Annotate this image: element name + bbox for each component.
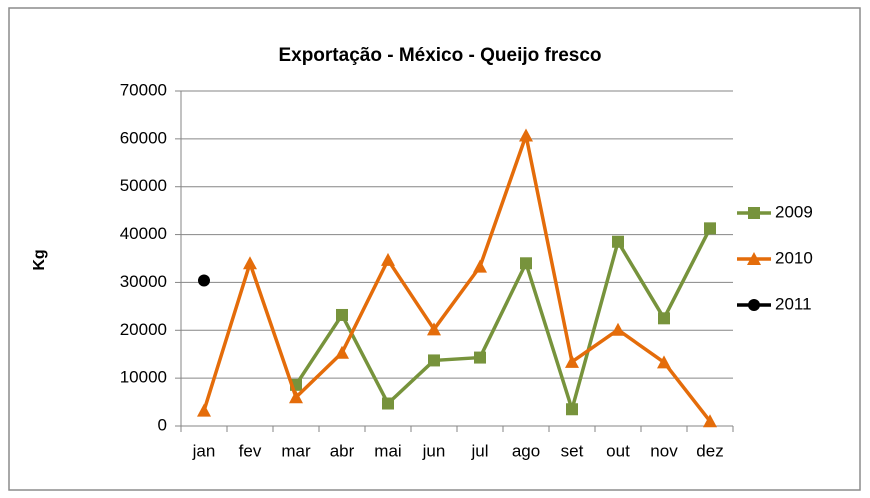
x-tick-label: dez — [696, 441, 723, 460]
marker — [382, 397, 394, 410]
marker — [473, 259, 487, 273]
x-tick-label: jun — [422, 441, 446, 460]
marker — [289, 390, 303, 404]
marker — [748, 299, 760, 311]
x-tick-label: ago — [512, 441, 540, 460]
y-axis-label: Kg — [31, 249, 48, 270]
x-tick-label: mar — [281, 441, 311, 460]
x-tick-label: nov — [650, 441, 678, 460]
marker — [657, 355, 671, 369]
y-tick-label: 30000 — [120, 272, 167, 291]
legend-label: 2009 — [775, 202, 813, 221]
marker — [336, 308, 348, 321]
y-tick-label: 70000 — [120, 80, 167, 99]
marker — [197, 403, 211, 417]
y-tick-label: 60000 — [120, 128, 167, 147]
marker — [612, 235, 624, 248]
chart-border — [8, 7, 861, 491]
marker — [704, 222, 716, 235]
marker — [611, 322, 625, 336]
marker — [427, 322, 441, 336]
marker — [335, 345, 349, 359]
marker — [566, 403, 578, 416]
marker — [748, 207, 760, 219]
marker — [198, 274, 210, 287]
marker — [565, 354, 579, 368]
marker — [243, 256, 257, 270]
series-line — [294, 227, 712, 411]
marker — [747, 252, 761, 265]
marker — [703, 414, 717, 428]
marker — [381, 252, 395, 266]
x-tick-label: out — [606, 441, 630, 460]
legend-label: 2010 — [775, 248, 813, 267]
x-tick-label: jul — [470, 441, 488, 460]
y-tick-label: 20000 — [120, 320, 167, 339]
marker — [519, 128, 533, 142]
x-tick-label: jan — [192, 441, 216, 460]
x-tick-label: mai — [374, 441, 401, 460]
marker — [428, 354, 440, 367]
y-tick-label: 0 — [158, 415, 167, 434]
x-tick-label: fev — [239, 441, 262, 460]
marker — [520, 257, 532, 270]
y-tick-label: 50000 — [120, 176, 167, 195]
marker — [658, 312, 670, 325]
y-tick-label: 40000 — [120, 224, 167, 243]
x-tick-label: set — [561, 441, 584, 460]
series-line — [202, 133, 712, 423]
y-tick-label: 10000 — [120, 368, 167, 387]
chart-title: Exportação - México - Queijo fresco — [278, 45, 601, 66]
legend-label: 2011 — [775, 294, 812, 313]
x-tick-label: abr — [330, 441, 355, 460]
marker — [474, 351, 486, 364]
